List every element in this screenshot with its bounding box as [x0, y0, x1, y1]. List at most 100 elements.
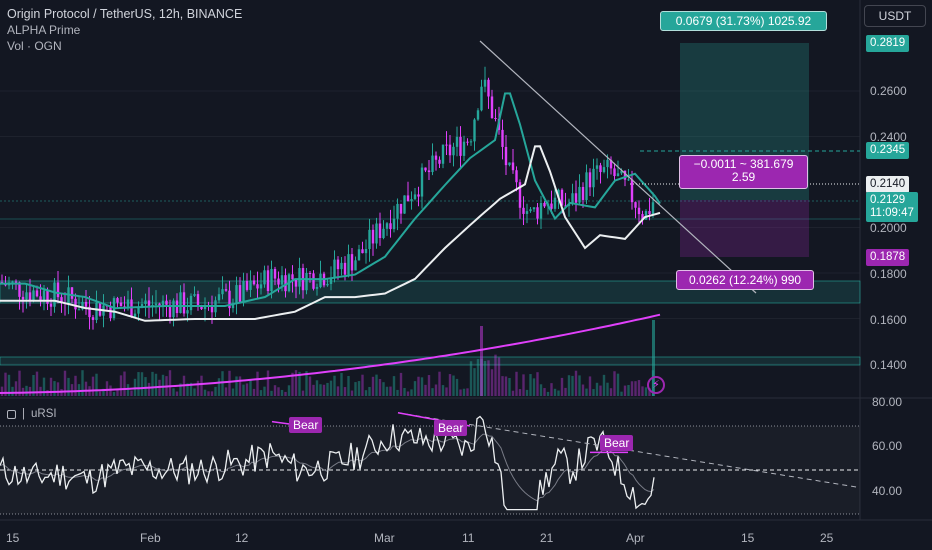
candle-body	[641, 214, 644, 220]
volume-bar	[378, 379, 382, 396]
price-tick: 0.2600	[870, 84, 907, 98]
current-price-tag: 0.2129 11:09:47	[866, 192, 918, 222]
volume-bar	[217, 378, 221, 396]
volume-bar	[25, 385, 28, 396]
volume-bar	[238, 376, 242, 396]
candle-body	[21, 296, 25, 300]
volume-bar	[4, 372, 7, 396]
price-tick: 0.2000	[870, 221, 907, 235]
candle-body	[599, 165, 602, 173]
candle-body	[595, 165, 599, 169]
volume-bar	[452, 375, 455, 396]
volume-bar	[56, 382, 60, 396]
candle-body	[168, 304, 172, 318]
candle-body	[627, 179, 630, 181]
candle-body	[116, 298, 119, 303]
candle-body	[588, 172, 592, 188]
volume-bar	[172, 388, 175, 396]
volume-bar	[508, 377, 511, 396]
volume-bar	[112, 391, 116, 396]
candle-body	[438, 159, 441, 164]
volume-bar	[595, 382, 599, 396]
candle-body	[252, 280, 256, 285]
volume-bar	[301, 390, 305, 396]
volume-bar	[35, 371, 39, 396]
volume-spike	[652, 320, 655, 396]
candle-body	[630, 179, 634, 203]
volume-bar	[567, 375, 571, 396]
volume-bar	[532, 378, 536, 396]
candle-body	[399, 203, 403, 214]
candle-body	[70, 287, 74, 299]
volume-bar	[203, 389, 207, 396]
position-center-label: −0.0011 ~ 381.679 2.59	[679, 155, 808, 189]
volume-bar	[525, 389, 529, 396]
candle-body	[133, 313, 137, 317]
candle-body	[501, 129, 504, 147]
candle-body	[42, 290, 46, 300]
volume-bar	[448, 374, 452, 396]
candle-countdown: 11:09:47	[870, 207, 914, 219]
volume-bar	[539, 384, 543, 396]
candle-body	[413, 194, 417, 200]
candle-body	[308, 273, 312, 275]
volume-bar	[399, 372, 403, 396]
candle-body	[340, 262, 343, 270]
candle-body	[231, 303, 235, 309]
candle-body	[469, 141, 473, 143]
time-tick: 21	[540, 531, 554, 545]
volume-bar	[438, 371, 441, 396]
volume-name[interactable]: Vol · OGN	[7, 39, 62, 53]
indicator-name[interactable]: ALPHA Prime	[7, 23, 81, 37]
volume-bar	[207, 391, 210, 396]
candle-body	[375, 223, 378, 244]
symbol-title[interactable]: Origin Protocol / TetherUS, 12h, BINANCE	[7, 7, 243, 21]
volume-bar	[126, 384, 130, 396]
candle-body	[179, 292, 182, 314]
volume-bar	[427, 375, 431, 396]
volume-bar	[193, 388, 196, 396]
collapse-icon[interactable]	[7, 409, 16, 419]
rsi-name[interactable]: uRSI	[31, 408, 57, 420]
currency-selector[interactable]: USDT	[864, 5, 926, 27]
volume-bar	[623, 385, 627, 396]
candle-body	[11, 281, 14, 283]
volume-bar	[308, 376, 312, 396]
candle-body	[186, 310, 189, 314]
candle-body	[364, 249, 368, 254]
time-tick: 11	[462, 531, 475, 545]
candle-body	[123, 306, 126, 308]
volume-bar	[620, 391, 623, 396]
candle-body	[420, 167, 424, 197]
volume-bar	[210, 391, 214, 396]
candle-body	[602, 167, 606, 173]
candle-body	[196, 294, 200, 306]
volume-bar	[434, 384, 438, 396]
target-profit-label: 0.0679 (31.73%) 1025.92	[660, 11, 827, 31]
candle-body	[277, 278, 280, 285]
time-tick: Feb	[140, 531, 161, 545]
fast-ma-line	[0, 92, 661, 310]
volume-bar	[518, 389, 522, 396]
volume-bar	[221, 371, 224, 396]
candle-body	[462, 141, 466, 156]
volume-bar	[441, 385, 445, 396]
candle-body	[585, 172, 588, 200]
volume-bar	[252, 388, 256, 396]
volume-bar	[469, 361, 473, 396]
volume-bar	[81, 370, 84, 396]
volume-bar	[417, 376, 420, 396]
volume-bar	[179, 383, 182, 396]
candle-body	[28, 292, 32, 301]
volume-bar	[133, 378, 137, 396]
volume-bar	[368, 386, 371, 396]
lightning-icon[interactable]: ⚡	[647, 376, 665, 394]
volume-bar	[585, 388, 588, 396]
volume-bar	[270, 390, 273, 396]
volume-bar	[312, 384, 315, 396]
entry-price-tag: 0.2140	[866, 176, 910, 193]
candle-body	[140, 304, 144, 307]
rsi-legend: | uRSI	[7, 408, 57, 420]
volume-bar	[119, 375, 123, 396]
volume-bar	[445, 387, 448, 396]
